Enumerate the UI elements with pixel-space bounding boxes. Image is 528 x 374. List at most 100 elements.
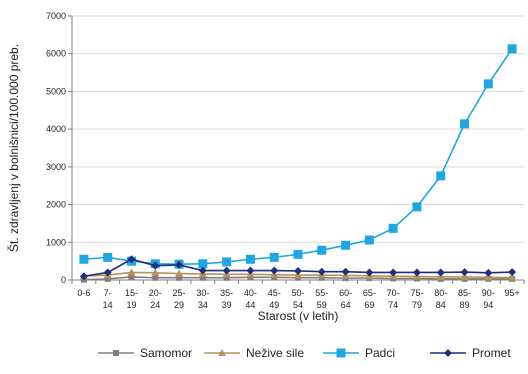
x-tick-label: 24 bbox=[150, 300, 160, 310]
y-axis-title: Št. zdravljenj v bolnišnici/100.000 preb… bbox=[6, 44, 21, 252]
data-point bbox=[484, 268, 493, 277]
legend-item-promet: Promet bbox=[430, 346, 511, 360]
data-point bbox=[127, 255, 136, 264]
x-tick-label: 50- bbox=[291, 288, 304, 298]
x-tick-label: 30- bbox=[196, 288, 209, 298]
data-point bbox=[436, 171, 446, 181]
x-tick-label: 34 bbox=[198, 300, 208, 310]
data-point bbox=[460, 272, 469, 280]
data-point bbox=[444, 349, 452, 357]
x-axis-title: Starost (v letih) bbox=[258, 309, 339, 323]
x-tick-label: 54 bbox=[293, 300, 303, 310]
x-tick-labels: 0-6 7- 14 15- 19 20- 24 25- 29 30- 34 35- 39 40- 44 45-… bbox=[77, 288, 519, 310]
x-tick-label: 59 bbox=[317, 300, 327, 310]
data-point bbox=[151, 268, 160, 276]
data-point bbox=[198, 266, 207, 275]
data-point bbox=[79, 272, 88, 281]
data-point bbox=[364, 235, 374, 245]
data-point bbox=[341, 240, 351, 250]
data-point bbox=[223, 274, 230, 281]
x-tick-label: 84 bbox=[436, 300, 446, 310]
data-point bbox=[270, 266, 279, 275]
data-point bbox=[317, 267, 326, 276]
x-tick-label: 79 bbox=[412, 300, 422, 310]
data-point bbox=[176, 274, 183, 281]
x-tick-label: 40- bbox=[244, 288, 257, 298]
data-point bbox=[79, 254, 89, 264]
x-tick-label: 55- bbox=[315, 288, 328, 298]
grid-lines bbox=[72, 15, 524, 243]
legend-item-padci: Padci bbox=[323, 346, 395, 360]
legend-item-samomor: Samomor bbox=[98, 346, 192, 360]
data-point bbox=[507, 44, 517, 54]
data-point bbox=[483, 79, 493, 89]
x-tick-label: 39 bbox=[222, 300, 232, 310]
x-tick-label: 74 bbox=[388, 300, 398, 310]
axes bbox=[68, 15, 525, 284]
data-point bbox=[175, 269, 184, 277]
data-point bbox=[128, 273, 135, 280]
data-point bbox=[245, 254, 255, 264]
x-tick-label: 75- bbox=[410, 288, 423, 298]
data-point bbox=[436, 268, 445, 277]
data-point bbox=[152, 274, 159, 281]
y-tick-label: 3000 bbox=[46, 162, 66, 172]
data-point bbox=[341, 267, 350, 276]
data-point bbox=[218, 349, 226, 356]
x-tick-label: 45- bbox=[268, 288, 281, 298]
x-tick-label: 44 bbox=[245, 300, 255, 310]
data-point bbox=[151, 261, 160, 270]
data-point bbox=[199, 274, 206, 281]
data-point bbox=[103, 252, 113, 262]
series-line bbox=[83, 48, 513, 265]
data-point bbox=[104, 275, 111, 282]
y-tick-label: 1000 bbox=[46, 237, 66, 247]
x-tick-label: 20- bbox=[149, 288, 162, 298]
x-tick-label: 94 bbox=[483, 300, 493, 310]
y-tick-label: 5000 bbox=[46, 86, 66, 96]
data-point bbox=[389, 268, 398, 277]
data-point bbox=[460, 268, 469, 277]
y-tick-label: 0 bbox=[61, 275, 66, 285]
data-point bbox=[103, 268, 112, 277]
x-tick-label: 15- bbox=[125, 288, 138, 298]
data-point bbox=[388, 223, 398, 233]
x-tick-label: 80- bbox=[434, 288, 447, 298]
y-tick-label: 2000 bbox=[46, 200, 66, 210]
data-point bbox=[246, 266, 255, 275]
legend-label: Padci bbox=[365, 346, 395, 360]
data-point bbox=[508, 268, 517, 277]
x-tick-label: 70- bbox=[387, 288, 400, 298]
data-point bbox=[317, 245, 327, 255]
x-tick-label: 14 bbox=[103, 300, 113, 310]
y-tick-label: 7000 bbox=[46, 11, 66, 21]
legend-label: Samomor bbox=[140, 346, 192, 360]
y-tick-label: 4000 bbox=[46, 124, 66, 134]
x-tick-label: 65- bbox=[363, 288, 376, 298]
x-tick-label: 95+ bbox=[504, 288, 519, 298]
y-tick-label: 6000 bbox=[46, 49, 66, 59]
data-point bbox=[247, 274, 254, 281]
legend-label: Promet bbox=[472, 346, 511, 360]
data-point bbox=[412, 202, 422, 212]
x-tick-label: 64 bbox=[341, 300, 351, 310]
legend: Samomor Nežive sile Padci Promet bbox=[98, 346, 511, 360]
data-point bbox=[294, 266, 302, 275]
x-tick-label: 19 bbox=[126, 300, 136, 310]
data-series bbox=[79, 44, 517, 283]
x-tick-label: 25- bbox=[173, 288, 186, 298]
data-point bbox=[508, 273, 517, 281]
legend-item-nežive-sile: Nežive sile bbox=[204, 346, 304, 360]
series-padci bbox=[79, 44, 517, 269]
data-point bbox=[412, 268, 421, 277]
data-point bbox=[198, 259, 208, 269]
data-point bbox=[222, 266, 231, 275]
x-tick-label: 89 bbox=[460, 300, 470, 310]
data-point bbox=[269, 252, 279, 262]
data-point bbox=[222, 257, 232, 267]
data-point bbox=[293, 249, 303, 259]
x-tick-label: 35- bbox=[220, 288, 233, 298]
x-tick-label: 90- bbox=[482, 288, 495, 298]
data-point bbox=[365, 268, 374, 277]
